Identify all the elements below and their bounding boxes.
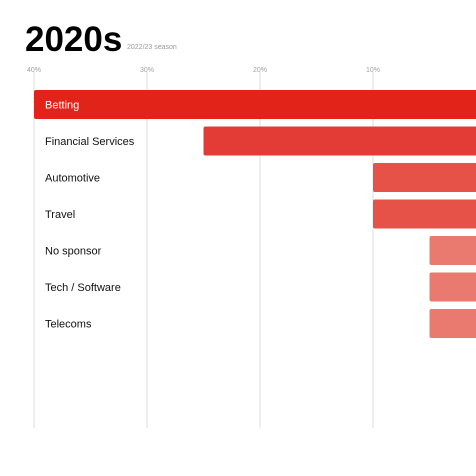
bar	[429, 236, 476, 265]
x-tick-label: 30%	[140, 67, 154, 74]
category-label: No sponsor	[45, 246, 102, 258]
bar	[373, 163, 476, 192]
x-tick-label: 20%	[253, 67, 267, 74]
x-axis-ticks: 40% 30% 20% 10%	[27, 67, 380, 74]
category-labels: Betting Financial Services Automotive Trave…	[45, 100, 135, 331]
bar	[34, 90, 476, 119]
bar	[203, 126, 476, 156]
category-label: Financial Services	[45, 136, 135, 148]
bar	[429, 309, 476, 338]
category-label: Betting	[45, 100, 79, 112]
category-label: Automotive	[45, 173, 100, 185]
x-tick-label: 10%	[366, 67, 380, 74]
chart-title: 2020s	[25, 20, 123, 59]
category-label: Travel	[45, 209, 75, 221]
x-tick-label: 40%	[27, 67, 41, 74]
category-label: Telecoms	[45, 319, 92, 331]
bar	[429, 272, 476, 302]
bar	[373, 199, 476, 229]
category-label: Tech / Software	[45, 282, 121, 294]
chart-subtitle: 2022/23 season	[127, 44, 177, 51]
bars	[34, 90, 476, 338]
